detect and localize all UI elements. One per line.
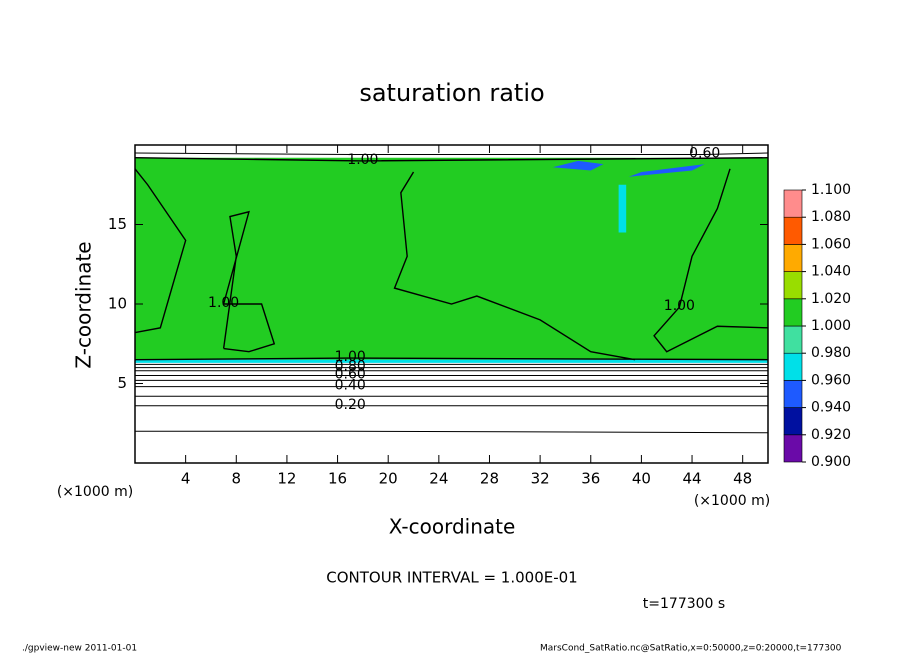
contour-label: 0.20 [335, 397, 366, 413]
plot-area: 0.200.400.600.801.001.00 0.601.00 1.00 [135, 146, 768, 434]
colorbar-cell [783, 298, 803, 327]
y-unit: (×1000 m) [57, 484, 133, 500]
x-axis-label: X-coordinate [389, 515, 516, 539]
x-tick-label: 16 [328, 470, 347, 488]
shaded-region [552, 160, 604, 171]
colorbar-tick-label: 1.020 [811, 291, 851, 307]
colorbar-tick-label: 0.920 [811, 427, 851, 443]
contour-line [222, 210, 276, 353]
colorbar-tick-label: 0.980 [811, 345, 851, 361]
time-label: t=177300 s [643, 596, 725, 612]
contour-line [135, 152, 768, 156]
colorbar-tick-label: 0.940 [811, 400, 851, 416]
contour-label: 1.00 [347, 152, 378, 168]
x-tick-label: 12 [277, 470, 296, 488]
x-tick-label: 48 [733, 470, 752, 488]
contour-label: 0.40 [335, 378, 366, 394]
colorbar-cell [783, 244, 803, 272]
colorbar-tick-label: 1.000 [811, 318, 851, 334]
colorbar-tick-label: 0.960 [811, 372, 851, 388]
colorbar-cell [783, 216, 803, 245]
contour-line [135, 430, 768, 434]
contour-line [135, 168, 187, 334]
shaded-region [135, 359, 768, 363]
x-tick-label: 8 [232, 470, 242, 488]
contour-line [393, 171, 636, 361]
colorbar-cell [783, 380, 803, 408]
colorbar-tick-label: 0.900 [811, 454, 851, 470]
colorbar-tick-label: 1.080 [811, 209, 851, 225]
contour-label: 0.80 [335, 359, 366, 375]
x-tick-label: 24 [429, 470, 448, 488]
chart-title: saturation ratio [359, 79, 544, 107]
x-tick-label: 40 [632, 470, 651, 488]
x-tick-label: 36 [581, 470, 600, 488]
contour-label: 1.00 [208, 295, 239, 311]
x-tick-label: 28 [480, 470, 499, 488]
shaded-region [628, 164, 705, 177]
contour-label: 0.60 [689, 146, 720, 162]
colorbar-tick-label: 1.100 [811, 182, 851, 198]
x-tick-label: 44 [682, 470, 701, 488]
colorbar-cell [783, 189, 803, 218]
footer-right: MarsCond_SatRatio.nc@SatRatio,x=0:50000,… [540, 644, 842, 654]
y-tick-label: 5 [117, 374, 127, 392]
colorbar-tick-label: 1.040 [811, 264, 851, 280]
y-tick-label: 15 [108, 215, 127, 233]
colorbar-tick-label: 1.060 [811, 236, 851, 252]
contour-line [135, 157, 768, 162]
colorbar-cell [783, 325, 803, 354]
shaded-region [135, 157, 768, 362]
x-tick-label: 4 [181, 470, 191, 488]
colorbar-cell [783, 407, 803, 436]
x-unit: (×1000 m) [694, 493, 770, 509]
colorbar-cell [783, 434, 803, 463]
y-tick-label: 10 [108, 295, 127, 313]
footer-left: ./gpview-new 2011-01-01 [22, 644, 137, 654]
contour-label: 1.00 [664, 298, 695, 314]
contour-label: 1.00 [335, 349, 366, 365]
contour-interval: CONTOUR INTERVAL = 1.000E-01 [326, 569, 577, 587]
y-axis-label: Z-coordinate [72, 241, 96, 368]
shaded-region [618, 184, 627, 233]
colorbar-cell [783, 352, 803, 381]
x-tick-label: 20 [379, 470, 398, 488]
x-tick-label: 32 [531, 470, 550, 488]
colorbar-cell [783, 271, 803, 300]
contour-line [653, 168, 768, 353]
